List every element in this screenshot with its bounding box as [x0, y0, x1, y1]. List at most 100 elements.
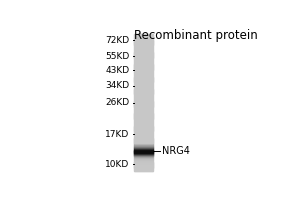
Bar [134, 107, 153, 108]
Bar [134, 88, 153, 89]
Bar [134, 143, 153, 144]
Bar [134, 105, 153, 106]
Bar [134, 70, 153, 71]
Bar [134, 116, 153, 117]
Bar [134, 103, 153, 104]
Text: 34KD: 34KD [105, 81, 129, 90]
Bar [134, 130, 153, 131]
Bar [134, 106, 153, 107]
Bar [134, 99, 153, 100]
Bar [134, 126, 153, 127]
Bar [134, 44, 153, 45]
Bar [134, 142, 153, 143]
Bar [134, 73, 153, 74]
Text: NRG4: NRG4 [162, 146, 190, 156]
Bar [134, 158, 153, 159]
Bar [134, 38, 153, 39]
Bar [134, 109, 153, 110]
Bar [134, 87, 153, 88]
Bar [134, 67, 153, 68]
Bar [134, 93, 153, 94]
Bar [134, 51, 153, 52]
Bar [134, 37, 153, 38]
Bar [134, 162, 153, 163]
Bar [134, 114, 153, 115]
Bar [134, 80, 153, 81]
Bar [134, 100, 153, 101]
Bar [134, 112, 153, 113]
Bar [134, 123, 153, 124]
Bar [134, 127, 153, 128]
Bar [134, 104, 153, 105]
Bar [134, 108, 153, 109]
Bar [134, 71, 153, 72]
Bar [134, 145, 153, 146]
Bar [134, 152, 153, 153]
Bar [134, 141, 153, 142]
Bar [134, 165, 153, 166]
Bar [134, 101, 153, 102]
Bar [134, 169, 153, 170]
Bar [134, 50, 153, 51]
Bar [134, 166, 153, 167]
Bar [134, 86, 153, 87]
Bar [134, 154, 153, 155]
Bar [134, 126, 153, 127]
Bar [134, 53, 153, 54]
Text: 26KD: 26KD [105, 98, 129, 107]
Bar [134, 42, 153, 43]
Bar [134, 62, 153, 63]
Bar [134, 115, 153, 116]
Bar [134, 69, 153, 70]
Bar [134, 146, 153, 147]
Bar [134, 89, 153, 90]
Bar [134, 131, 153, 132]
Bar [134, 48, 153, 49]
Bar [134, 91, 153, 92]
Bar [134, 57, 153, 58]
Bar [134, 129, 153, 130]
Bar [134, 122, 153, 123]
Bar [134, 52, 153, 53]
Bar [134, 140, 153, 141]
Bar [134, 57, 153, 58]
Bar [134, 117, 153, 118]
Bar [134, 68, 153, 69]
Bar [134, 167, 153, 168]
Bar [134, 127, 153, 128]
Bar [134, 164, 153, 165]
Bar [134, 104, 153, 105]
Bar [134, 42, 153, 43]
Bar [134, 125, 153, 126]
Bar [134, 159, 153, 160]
Bar [134, 120, 153, 121]
Bar [134, 92, 153, 93]
Bar [134, 85, 153, 86]
Bar [134, 82, 153, 83]
Bar [134, 168, 153, 169]
Bar [134, 40, 153, 41]
Bar [134, 64, 153, 65]
Bar [134, 41, 153, 42]
Bar [134, 164, 153, 165]
Bar [134, 110, 153, 111]
Bar [134, 157, 153, 158]
Bar [134, 130, 153, 131]
Bar [134, 144, 153, 145]
Bar [134, 132, 153, 133]
Bar [134, 97, 153, 98]
Bar [134, 139, 153, 140]
Bar [134, 163, 153, 164]
Text: 10KD: 10KD [105, 160, 129, 169]
Bar [134, 113, 153, 114]
Text: Recombinant protein: Recombinant protein [134, 29, 257, 42]
Bar [134, 155, 153, 156]
Bar [134, 52, 153, 53]
Bar [134, 56, 153, 57]
Bar [134, 124, 153, 125]
Bar [134, 151, 153, 152]
Bar [134, 147, 153, 148]
Bar [134, 69, 153, 70]
Bar [134, 93, 153, 94]
Bar [134, 94, 153, 95]
